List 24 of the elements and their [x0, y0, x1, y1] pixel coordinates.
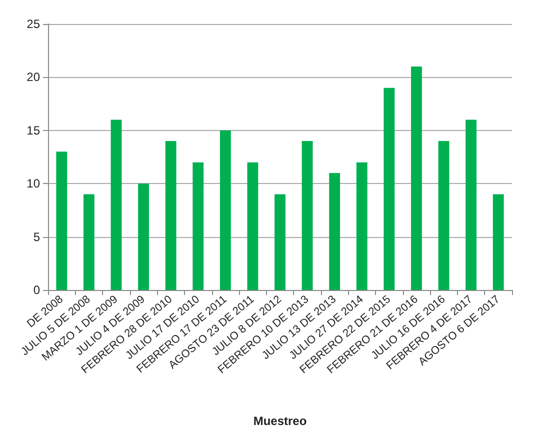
bar [83, 194, 94, 290]
bar [165, 141, 176, 290]
y-tick-label: 0 [33, 283, 40, 297]
y-tick-label: 20 [26, 70, 40, 84]
y-tick-label: 15 [26, 123, 40, 138]
bar [192, 162, 204, 290]
bar [466, 120, 477, 290]
bar [110, 120, 122, 290]
bar [247, 162, 258, 290]
bar [274, 194, 286, 290]
bar [329, 172, 340, 290]
bar [220, 130, 231, 290]
bar [356, 162, 368, 290]
y-tick-label: 25 [26, 17, 40, 31]
x-axis-title: Muestreo [253, 414, 307, 428]
bar [56, 152, 68, 290]
bar [492, 194, 504, 290]
bar [411, 66, 422, 290]
y-tick-label: 5 [33, 230, 40, 244]
bar [302, 141, 313, 290]
y-tick-label: 10 [26, 176, 40, 191]
bar [438, 141, 450, 290]
bar [138, 184, 149, 290]
bar [384, 88, 395, 290]
